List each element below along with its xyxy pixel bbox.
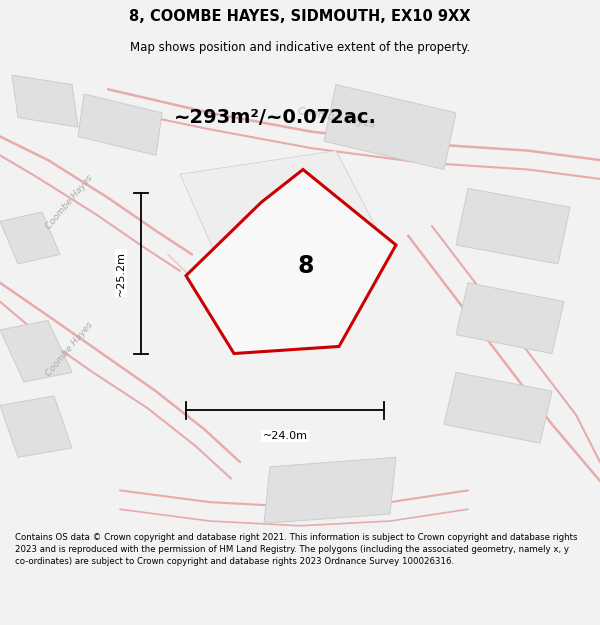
Text: Map shows position and indicative extent of the property.: Map shows position and indicative extent…	[130, 41, 470, 54]
Polygon shape	[78, 94, 162, 156]
Text: ~25.2m: ~25.2m	[116, 251, 126, 296]
Polygon shape	[180, 151, 390, 282]
Polygon shape	[264, 458, 396, 523]
Polygon shape	[186, 169, 396, 354]
Polygon shape	[456, 282, 564, 354]
Polygon shape	[324, 84, 456, 169]
Text: Coombe Hayes: Coombe Hayes	[296, 106, 376, 129]
Polygon shape	[0, 396, 72, 458]
Text: ~24.0m: ~24.0m	[263, 431, 308, 441]
Text: Contains OS data © Crown copyright and database right 2021. This information is : Contains OS data © Crown copyright and d…	[15, 533, 577, 566]
Polygon shape	[0, 212, 60, 264]
Text: Coombe Hayes: Coombe Hayes	[44, 174, 94, 231]
Polygon shape	[12, 75, 78, 127]
Polygon shape	[444, 372, 552, 443]
Text: 8: 8	[298, 254, 314, 278]
Text: 8, COOMBE HAYES, SIDMOUTH, EX10 9XX: 8, COOMBE HAYES, SIDMOUTH, EX10 9XX	[129, 9, 471, 24]
Polygon shape	[0, 321, 72, 382]
Polygon shape	[456, 188, 570, 264]
Text: ~293m²/~0.072ac.: ~293m²/~0.072ac.	[174, 108, 377, 127]
Text: Coombe Hayes: Coombe Hayes	[44, 320, 94, 378]
